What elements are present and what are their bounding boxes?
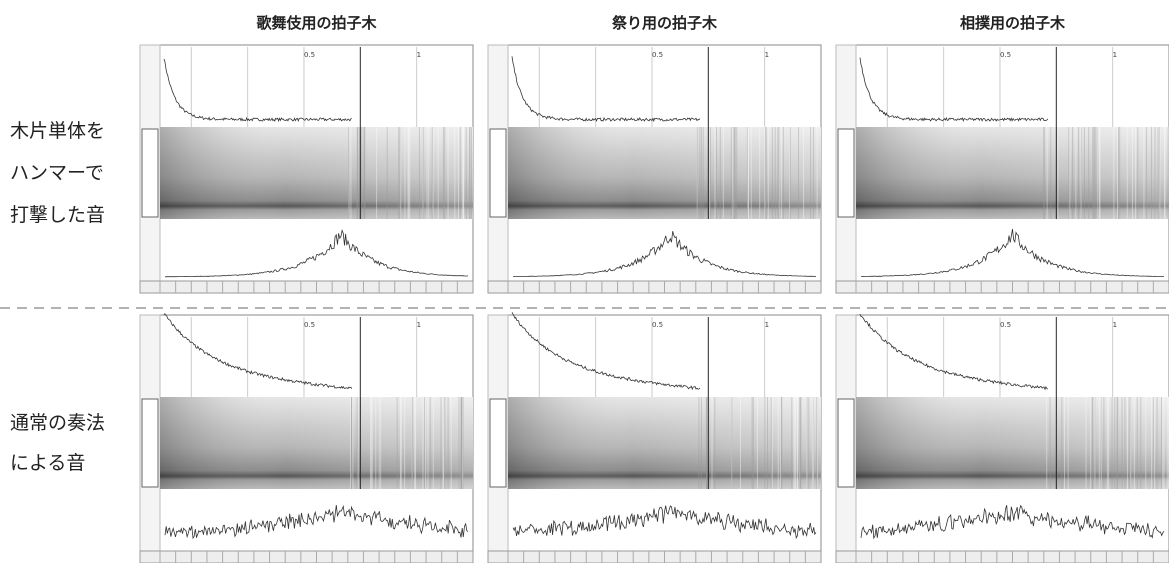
time-mark: 0.5 — [1000, 51, 1011, 59]
spectrogram-scale — [838, 399, 854, 487]
spectrogram-scale — [142, 129, 158, 217]
time-mark: 0.5 — [652, 321, 663, 329]
figure: 歌舞伎用の拍子木 祭り用の拍子木 相撲用の拍子木木片単体をハンマーで打撃した音通常の… — [0, 0, 1169, 563]
time-mark: 1 — [765, 51, 769, 59]
column-title: 歌舞伎用の拍子木 — [256, 14, 377, 32]
spectrogram-shade — [856, 127, 1169, 219]
freq-axis — [140, 281, 473, 293]
time-mark: 1 — [417, 321, 421, 329]
freq-axis — [836, 281, 1169, 293]
freq-axis — [836, 551, 1169, 563]
time-mark: 1 — [1113, 51, 1117, 59]
row-label: 木片単体を — [10, 120, 105, 142]
time-mark: 0.5 — [652, 51, 663, 59]
freq-axis — [140, 551, 473, 563]
column-title: 祭り用の拍子木 — [611, 14, 718, 32]
freq-axis — [488, 551, 821, 563]
time-mark: 1 — [1113, 321, 1117, 329]
row-label: 打撃した音 — [10, 204, 105, 226]
spectrogram-scale — [142, 399, 158, 487]
time-mark: 0.5 — [304, 51, 315, 59]
row-label: ハンマーで — [10, 162, 104, 184]
spectrogram-shade — [160, 127, 473, 219]
spectrogram-shade — [508, 127, 821, 219]
time-mark: 1 — [417, 51, 421, 59]
time-mark: 1 — [765, 321, 769, 329]
spectrogram-scale — [490, 129, 506, 217]
spectrogram-shade — [508, 397, 821, 489]
time-mark: 0.5 — [304, 321, 315, 329]
freq-axis — [488, 281, 821, 293]
spectrogram-scale — [838, 129, 854, 217]
row-label: による音 — [10, 452, 85, 474]
spectrogram-scale — [490, 399, 506, 487]
time-mark: 0.5 — [1000, 321, 1011, 329]
row-label: 通常の奏法 — [10, 412, 105, 434]
column-title: 相撲用の拍子木 — [960, 14, 1066, 32]
